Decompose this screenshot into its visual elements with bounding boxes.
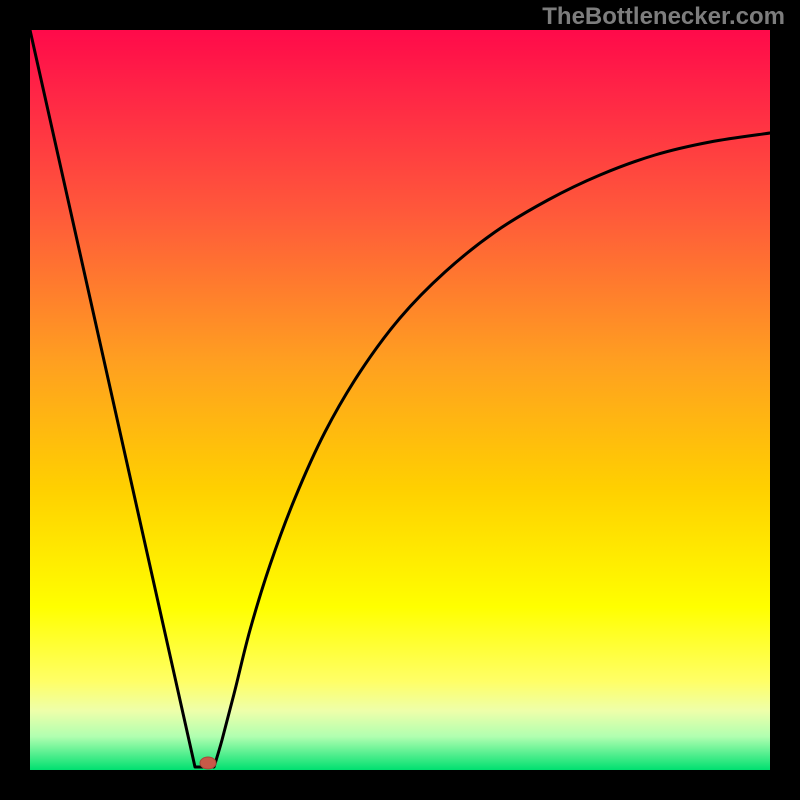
watermark-label: TheBottlenecker.com xyxy=(542,3,785,30)
bottleneck-chart: TheBottlenecker.com xyxy=(0,0,800,800)
optimal-point-marker xyxy=(200,757,216,769)
chart-stage: TheBottlenecker.com xyxy=(0,0,800,800)
chart-gradient-background xyxy=(30,30,770,770)
